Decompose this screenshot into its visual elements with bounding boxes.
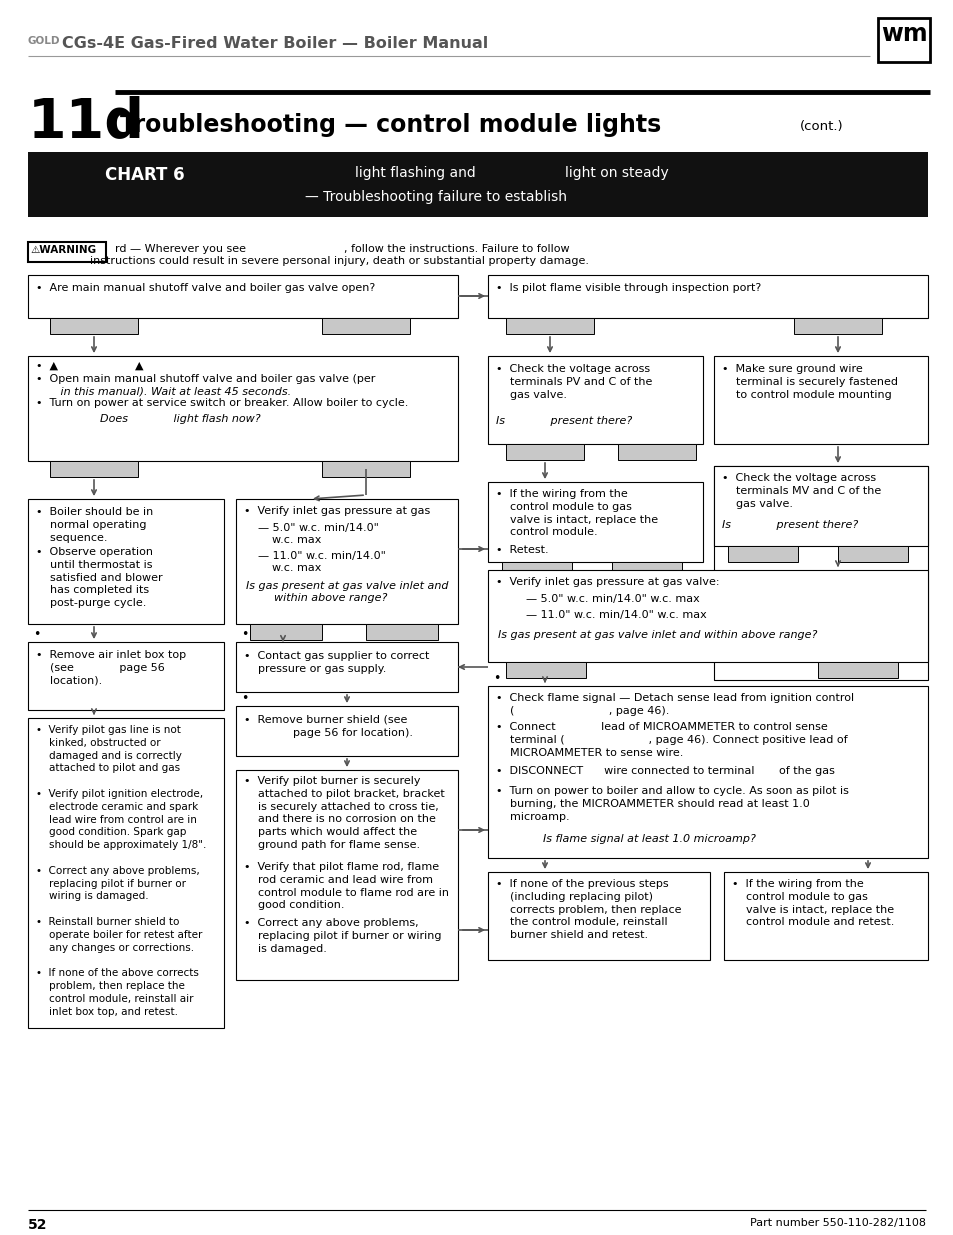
Text: •  Turn on power at service switch or breaker. Allow boiler to cycle.: • Turn on power at service switch or bre… <box>36 398 408 408</box>
Bar <box>837 546 907 562</box>
Bar <box>28 152 927 217</box>
Text: •  Verify pilot burner is securely
    attached to pilot bracket, bracket
    is: • Verify pilot burner is securely attach… <box>244 776 444 850</box>
Bar <box>877 19 929 62</box>
Text: instructions could result in severe personal injury, death or substantial proper: instructions could result in severe pers… <box>90 256 588 266</box>
Text: •  If the wiring from the
    control module to gas
    valve is intact, replace: • If the wiring from the control module … <box>496 489 658 537</box>
Text: w.c. max: w.c. max <box>257 535 321 545</box>
Text: •  Verify inlet gas pressure at gas: • Verify inlet gas pressure at gas <box>244 506 430 516</box>
Text: •  Remove air inlet box top
    (see             page 56
    location).: • Remove air inlet box top (see page 56 … <box>36 650 186 685</box>
Text: Part number 550-110-282/1108: Part number 550-110-282/1108 <box>749 1218 925 1228</box>
Text: Is flame signal at least 1.0 microamp?: Is flame signal at least 1.0 microamp? <box>542 834 755 844</box>
Text: •  Verify pilot gas line is not
    kinked, obstructed or
    damaged and is cor: • Verify pilot gas line is not kinked, o… <box>36 725 206 1016</box>
Text: •  DISCONNECT      wire connected to terminal       of the gas: • DISCONNECT wire connected to terminal … <box>496 766 834 776</box>
Text: •: • <box>241 629 248 641</box>
Text: Is             present there?: Is present there? <box>496 416 632 426</box>
Text: — Troubleshooting failure to establish: — Troubleshooting failure to establish <box>305 190 566 204</box>
Bar <box>235 706 457 756</box>
Bar <box>817 662 897 678</box>
Bar <box>235 499 457 624</box>
Bar <box>235 769 457 981</box>
Text: Is gas present at gas valve inlet and
        within above range?: Is gas present at gas valve inlet and wi… <box>246 580 448 604</box>
Text: CHART 6: CHART 6 <box>105 165 185 184</box>
Bar <box>505 662 585 678</box>
Bar <box>322 317 410 333</box>
Bar <box>488 872 709 960</box>
Bar <box>28 499 224 624</box>
Text: •  Observe operation
    until thermostat is
    satisfied and blower
    has co: • Observe operation until thermostat is … <box>36 547 162 608</box>
Bar <box>235 642 457 692</box>
Bar <box>50 317 138 333</box>
Text: 11d: 11d <box>28 95 145 149</box>
Text: •  Contact gas supplier to correct
    pressure or gas supply.: • Contact gas supplier to correct pressu… <box>244 651 429 674</box>
Text: •  Remove burner shield (see
              page 56 for location).: • Remove burner shield (see page 56 for … <box>244 715 413 737</box>
Text: •  Is pilot flame visible through inspection port?: • Is pilot flame visible through inspect… <box>496 283 760 293</box>
Bar <box>501 562 572 578</box>
Text: rd — Wherever you see                            , follow the instructions. Fail: rd — Wherever you see , follow the instr… <box>115 245 569 254</box>
Bar <box>488 571 927 662</box>
Text: •  Check flame signal — Detach sense lead from ignition control
    (           : • Check flame signal — Detach sense lead… <box>496 693 853 716</box>
Text: — 11.0" w.c. min/14.0" w.c. max: — 11.0" w.c. min/14.0" w.c. max <box>525 610 706 620</box>
Bar <box>793 317 882 333</box>
Text: •: • <box>241 692 248 705</box>
Text: in this manual). Wait at least 45 seconds.: in this manual). Wait at least 45 second… <box>36 387 291 396</box>
Bar <box>322 461 410 477</box>
Text: Is gas present at gas valve inlet and within above range?: Is gas present at gas valve inlet and wi… <box>497 630 817 640</box>
Text: •  Turn on power to boiler and allow to cycle. As soon as pilot is
    burning, : • Turn on power to boiler and allow to c… <box>496 785 848 821</box>
Text: •  ▲                      ▲: • ▲ ▲ <box>36 361 143 370</box>
Bar <box>28 356 457 461</box>
Bar <box>488 685 927 858</box>
Text: •  Are main manual shutoff valve and boiler gas valve open?: • Are main manual shutoff valve and boil… <box>36 283 375 293</box>
Text: •  Correct any above problems,
    replacing pilot if burner or wiring
    is da: • Correct any above problems, replacing … <box>244 918 441 953</box>
Text: — 5.0" w.c. min/14.0": — 5.0" w.c. min/14.0" <box>257 522 378 534</box>
Bar <box>612 562 681 578</box>
Bar <box>488 482 702 562</box>
Bar <box>366 624 437 640</box>
Text: — 5.0" w.c. min/14.0" w.c. max: — 5.0" w.c. min/14.0" w.c. max <box>525 594 699 604</box>
Text: light flashing and: light flashing and <box>355 165 476 180</box>
Text: •  Connect             lead of MICROAMMETER to control sense
    terminal (     : • Connect lead of MICROAMMETER to contro… <box>496 722 846 757</box>
Bar <box>28 718 224 1028</box>
Bar <box>488 275 927 317</box>
Text: wm: wm <box>880 22 926 46</box>
Text: GOLD: GOLD <box>28 36 60 46</box>
Text: light on steady: light on steady <box>564 165 668 180</box>
Text: •  Open main manual shutoff valve and boiler gas valve (per: • Open main manual shutoff valve and boi… <box>36 374 375 384</box>
Text: •  Verify that pilot flame rod, flame
    rod ceramic and lead wire from
    con: • Verify that pilot flame rod, flame rod… <box>244 862 449 910</box>
Text: •: • <box>33 629 40 641</box>
Text: •  Check the voltage across
    terminals MV and C of the
    gas valve.: • Check the voltage across terminals MV … <box>721 473 881 509</box>
Text: Troubleshooting — control module lights: Troubleshooting — control module lights <box>120 112 660 137</box>
Text: 52: 52 <box>28 1218 48 1233</box>
Text: Is             present there?: Is present there? <box>721 520 858 530</box>
Bar <box>727 546 797 562</box>
Text: Does             light flash now?: Does light flash now? <box>100 414 260 424</box>
Bar <box>713 466 927 680</box>
Text: CGs-4E Gas-Fired Water Boiler — Boiler Manual: CGs-4E Gas-Fired Water Boiler — Boiler M… <box>62 36 488 51</box>
Text: •  Make sure ground wire
    terminal is securely fastened
    to control module: • Make sure ground wire terminal is secu… <box>721 364 897 400</box>
Text: •  Retest.: • Retest. <box>496 545 548 555</box>
Bar <box>28 275 457 317</box>
Bar <box>713 466 927 546</box>
Text: •  If the wiring from the
    control module to gas
    valve is intact, replace: • If the wiring from the control module … <box>731 879 893 927</box>
Text: •  Check the voltage across
    terminals PV and C of the
    gas valve.: • Check the voltage across terminals PV … <box>496 364 652 400</box>
Bar <box>250 624 322 640</box>
Bar <box>505 445 583 459</box>
Text: (cont.): (cont.) <box>800 120 842 133</box>
Text: •  Boiler should be in
    normal operating
    sequence.: • Boiler should be in normal operating s… <box>36 508 153 542</box>
Text: •  Verify inlet gas pressure at gas valve:: • Verify inlet gas pressure at gas valve… <box>496 577 719 587</box>
Text: — 11.0" w.c. min/14.0": — 11.0" w.c. min/14.0" <box>257 551 385 561</box>
Bar <box>713 356 927 445</box>
Bar <box>505 317 594 333</box>
Text: •  If none of the previous steps
    (including replacing pilot)
    corrects pr: • If none of the previous steps (includi… <box>496 879 680 940</box>
Text: ⚠WARNING: ⚠WARNING <box>30 245 96 254</box>
Bar <box>723 872 927 960</box>
Bar <box>28 642 224 710</box>
Bar <box>618 445 696 459</box>
Text: •: • <box>493 672 500 685</box>
Bar <box>28 242 106 262</box>
Text: w.c. max: w.c. max <box>257 563 321 573</box>
Bar <box>50 461 138 477</box>
Bar <box>488 356 702 445</box>
